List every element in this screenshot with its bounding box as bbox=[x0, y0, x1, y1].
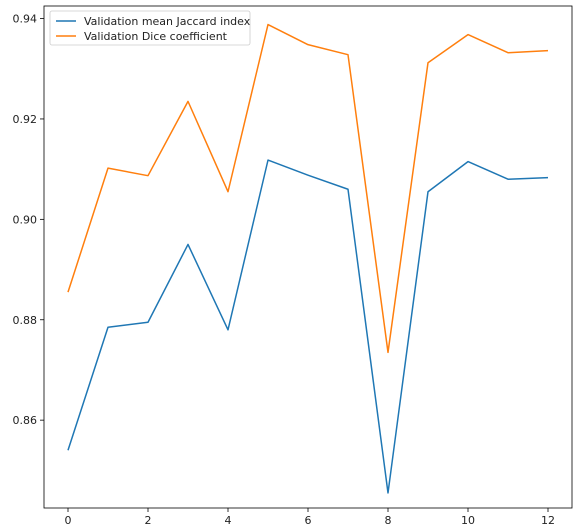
x-tick-label: 10 bbox=[461, 514, 475, 527]
y-tick-label: 0.94 bbox=[13, 13, 38, 26]
legend-label: Validation Dice coefficient bbox=[84, 30, 228, 43]
legend: Validation mean Jaccard index Validation … bbox=[49, 10, 251, 46]
x-tick-label: 0 bbox=[65, 514, 72, 527]
x-tick-label: 2 bbox=[145, 514, 152, 527]
series-lines bbox=[67, 23, 549, 494]
y-axis-ticks: 0.86 0.88 0.90 0.92 0.94 bbox=[13, 13, 44, 427]
x-tick-label: 12 bbox=[541, 514, 555, 527]
legend-box bbox=[49, 10, 251, 46]
legend-label: Validation mean Jaccard index bbox=[84, 15, 251, 28]
y-tick-label: 0.88 bbox=[13, 314, 38, 327]
x-axis-ticks: 0 2 4 6 8 10 12 bbox=[65, 508, 555, 527]
x-tick-label: 6 bbox=[305, 514, 312, 527]
y-tick-label: 0.92 bbox=[13, 113, 38, 126]
x-tick-label: 8 bbox=[385, 514, 392, 527]
series-line-dice bbox=[67, 23, 549, 354]
y-tick-label: 0.86 bbox=[13, 414, 38, 427]
y-tick-label: 0.90 bbox=[13, 213, 38, 226]
x-tick-label: 4 bbox=[225, 514, 232, 527]
plot-area bbox=[43, 5, 573, 509]
series-line-jaccard bbox=[67, 159, 549, 494]
